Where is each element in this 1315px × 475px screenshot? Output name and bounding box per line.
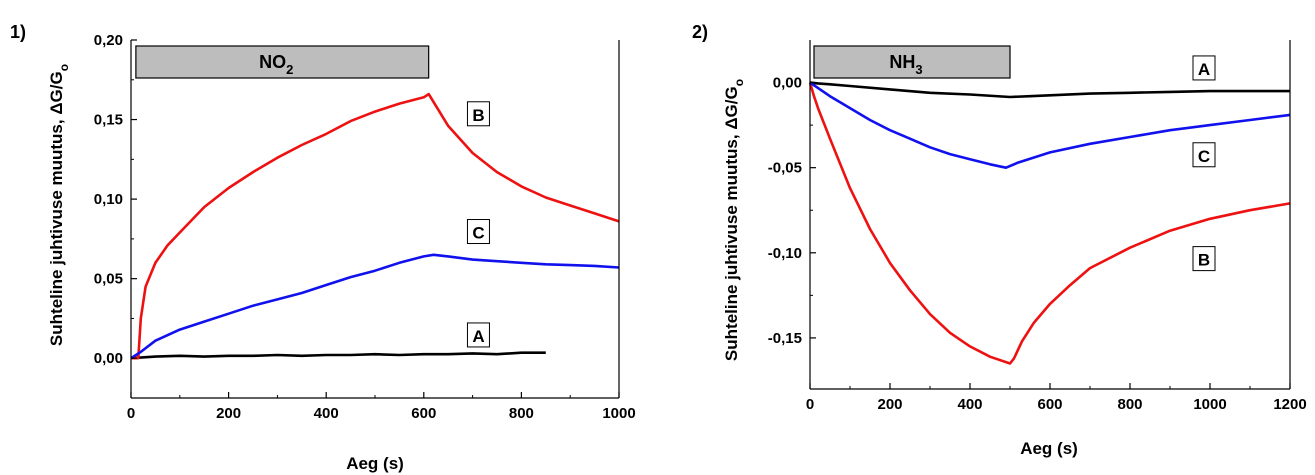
panel-2-x-tick-label: 1200	[1273, 396, 1306, 413]
panel-2-annotation-box-b	[1192, 246, 1216, 272]
panel-2-label: 2)	[692, 22, 708, 42]
panel-2-y-tick-label: -0,15	[768, 330, 802, 347]
panel-1-y-tick-label: 0,15	[94, 112, 123, 129]
panel-1-no2: 1) Suhteline juhtivuse muutus, ΔG/Go Aeg…	[10, 22, 636, 473]
panel-2-annotation-a: A	[1198, 60, 1210, 79]
panel-2-y-axis-label: Suhteline juhtivuse muutus, ΔG/Go	[722, 79, 746, 361]
panel-1-x-tick-label: 400	[314, 405, 339, 422]
panel-1-x-axis-label: Aeg (s)	[346, 454, 404, 473]
panel-1-label: 1)	[10, 22, 26, 42]
panel-2-nh3: 2) Suhteline juhtivuse muutus, ΔG/Go Aeg…	[692, 22, 1307, 458]
panel-1-annotation-box-c	[466, 219, 490, 245]
panel-1-gas-label-sub: 2	[286, 62, 293, 77]
panel-1-y-tick-label: 0,05	[94, 271, 123, 288]
panel-2-y-tick-label: 0,00	[773, 75, 802, 92]
panel-1-gas-bar	[135, 45, 430, 79]
panel-1-annotation-b: B	[472, 106, 484, 125]
panel-1-x-tick-label: 200	[216, 405, 241, 422]
panel-1-annotation-c: C	[472, 224, 484, 243]
panel-1-y-tick-label: 0,00	[94, 350, 123, 367]
panel-1-x-tick-label: 0	[127, 405, 135, 422]
panel-2-annotation-box-a	[1192, 55, 1216, 81]
panel-1-y-tick-label: 0,20	[94, 32, 123, 49]
panel-1-annotation-box-b	[466, 101, 490, 127]
panel-2-x-tick-label: 400	[957, 396, 982, 413]
panel-2-series-c-line	[809, 81, 1291, 169]
panel-2-y-tick-label: -0,05	[768, 160, 802, 177]
panel-1-series-c-line	[130, 253, 620, 360]
svg-text:Suhteline juhtivuse muutus, ΔG: Suhteline juhtivuse muutus, ΔG/Go	[722, 79, 746, 361]
panel-2-x-tick-label: 200	[877, 396, 902, 413]
panel-2-annotation-b: B	[1198, 251, 1210, 270]
panel-1-annotation-a: A	[472, 327, 484, 346]
panel-2-x-tick-label: 800	[1117, 396, 1142, 413]
panel-1-x-tick-label: 1000	[602, 405, 635, 422]
panel-2-gas-bar	[813, 45, 1011, 79]
panel-2-y-tick-label: -0,10	[768, 245, 802, 262]
panel-1-gas-label-main: NO	[259, 52, 286, 72]
panel-2-series-b-line	[808, 82, 1291, 365]
svg-text:Suhteline juhtivuse muutus, ΔG: Suhteline juhtivuse muutus, ΔG/Go	[47, 64, 71, 346]
panel-2-gas-label: NH3	[889, 52, 922, 77]
panel-2-gas-label-main: NH	[889, 52, 915, 72]
panel-2-gas-label-sub: 3	[915, 62, 922, 77]
panel-1-series-a-line	[130, 351, 546, 360]
panel-2-y-axis-label-text: Suhteline juhtivuse muutus, ΔG/G	[722, 86, 741, 361]
panel-1-series-b-line	[131, 92, 620, 360]
panel-2-annotation-box-c	[1192, 142, 1216, 168]
panel-1-y-axis-label-sub: o	[57, 64, 71, 71]
panel-2-x-tick-label: 0	[806, 396, 814, 413]
panel-1-x-tick-label: 600	[411, 405, 436, 422]
panel-2-annotation-c: C	[1198, 147, 1210, 166]
panel-1-y-axis-label: Suhteline juhtivuse muutus, ΔG/Go	[47, 64, 71, 346]
panel-2-y-axis-label-sub: o	[732, 79, 746, 86]
panel-2-x-tick-label: 600	[1037, 396, 1062, 413]
panel-1-y-tick-label: 0,10	[94, 191, 123, 208]
panel-1-gas-label: NO2	[259, 52, 293, 77]
panel-2-x-axis-label: Aeg (s)	[1020, 439, 1078, 458]
panel-2-series-a-line	[809, 81, 1290, 99]
panel-1-x-tick-label: 800	[509, 405, 534, 422]
panel-1-y-axis-label-text: Suhteline juhtivuse muutus, ΔG/G	[47, 71, 66, 346]
panel-2-x-tick-label: 1000	[1193, 396, 1226, 413]
panel-1-annotation-box-a	[466, 322, 490, 348]
